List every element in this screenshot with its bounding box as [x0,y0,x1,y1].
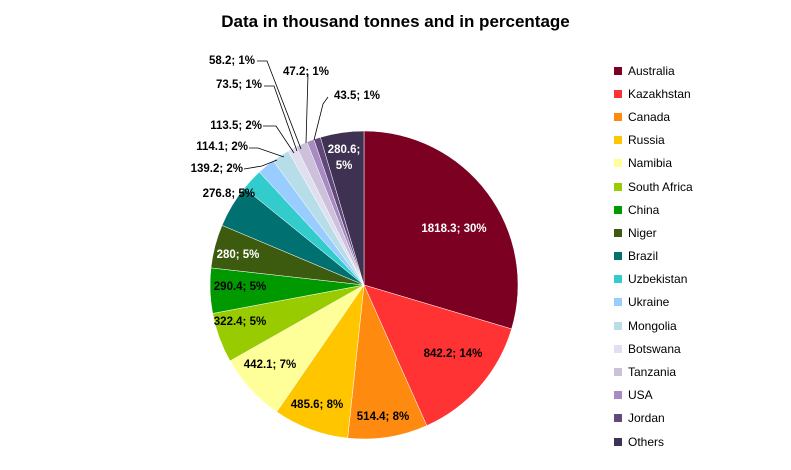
legend-label: Botswana [628,341,681,356]
legend-swatch [614,228,622,237]
leader-line [243,159,278,170]
legend-item: Mongolia [614,314,789,337]
legend-label: Niger [628,225,657,240]
leader-line [257,60,302,150]
legend-swatch [614,66,622,75]
chart-legend: Australia Kazakhstan Canada Russia Namibia So… [614,59,789,453]
legend-label: Others [628,434,665,449]
data-label: 842.2; 14% [424,348,483,360]
legend-swatch [614,136,622,145]
legend-item: China [614,198,789,221]
legend-swatch [614,159,622,168]
data-label: 1818.3; 30% [421,223,486,235]
legend-swatch [614,391,622,400]
legend-swatch [614,205,622,214]
leader-line [263,125,295,154]
legend-item: Uzbekistan [614,268,789,291]
legend-item: Kazakhstan [614,82,789,105]
data-label: 43.5; 1% [334,90,380,102]
legend-swatch [614,275,622,284]
legend-item: Namibia [614,152,789,175]
data-label: 276.8; 5% [203,188,255,200]
leader-line [305,73,309,144]
legend-item: Tanzania [614,360,789,383]
legend-label: Uzbekistan [628,272,688,287]
pie-slice-others [320,130,365,286]
legend-label: South Africa [628,179,693,194]
legend-label: Brazil [628,249,659,264]
legend-swatch [614,414,622,423]
data-label: 514.4; 8% [357,411,409,423]
pie-slice-australia [363,130,519,330]
data-label: 113.5; 2% [210,120,262,132]
legend-label: Ukraine [628,295,670,310]
legend-item: Jordan [614,407,789,430]
data-label: 139.2; 2% [191,163,243,175]
legend-item: Ukraine [614,291,789,314]
data-label: 290.4; 5% [214,281,266,293]
legend-label: Kazakhstan [628,86,691,101]
legend-swatch [614,298,622,307]
legend-label: USA [628,388,653,403]
legend-label: Russia [628,133,665,148]
legend-item: Australia [614,59,789,82]
legend-item: Others [614,430,789,453]
legend-swatch [614,344,622,353]
data-label: 58.2; 1% [209,55,255,67]
legend-label: Mongolia [628,318,677,333]
legend-item: Brazil [614,245,789,268]
legend-item: Botswana [614,337,789,360]
legend-swatch [614,112,622,121]
legend-label: Jordan [628,411,665,426]
legend-label: Tanzania [628,365,677,380]
data-label: 280; 5% [217,249,260,261]
legend-swatch [614,437,622,446]
data-label: 485.6; 8% [291,399,343,411]
legend-swatch [614,321,622,330]
leader-line [264,85,298,152]
legend-item: USA [614,384,789,407]
leader-line [313,96,329,141]
legend-label: China [628,202,660,217]
data-label: 114.1; 2% [196,141,248,153]
data-label: 73.5; 1% [216,79,262,91]
legend-item: Niger [614,221,789,244]
data-label: 442.1; 7% [244,359,296,371]
legend-swatch [614,368,622,377]
legend-label: Canada [628,109,671,124]
pie-slice-kazakhstan [363,284,512,426]
legend-swatch [614,182,622,191]
chart-title: Data in thousand tonnes and in percentag… [221,12,570,31]
data-label: 322.4; 5% [214,316,266,328]
legend-item: Canada [614,105,789,128]
legend-label: Australia [628,63,675,78]
legend-item: Russia [614,129,789,152]
legend-item: South Africa [614,175,789,198]
legend-swatch [614,89,622,98]
data-label: 47.2; 1% [283,66,329,78]
data-label: 280.6; 5% [328,144,361,172]
legend-swatch [614,252,622,261]
legend-label: Namibia [628,156,673,171]
leader-line [249,147,285,158]
